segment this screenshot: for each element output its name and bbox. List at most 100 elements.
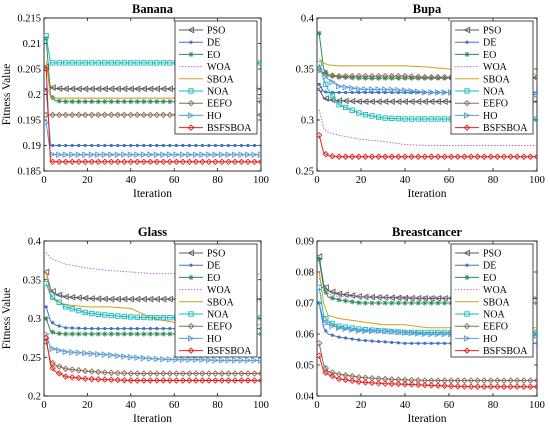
series-eo-point	[56, 330, 62, 337]
series-pso-point	[414, 98, 422, 105]
series-bsfsboa-point	[121, 377, 128, 384]
series-pso-point	[348, 97, 356, 105]
series-bsfsboa-point	[414, 153, 422, 160]
series-ho-point	[218, 151, 226, 159]
series-bsfsboa-point	[101, 158, 108, 166]
series-bsfsboa-point	[454, 153, 462, 160]
series-ho-point	[533, 91, 537, 98]
series-bsfsboa-point	[434, 382, 442, 389]
y-tick-label: 0.25	[296, 167, 314, 178]
series-pso-point	[75, 85, 82, 93]
series-noa-point	[89, 60, 95, 66]
series-ho-point	[415, 330, 422, 337]
series-bsfsboa-point	[81, 375, 89, 382]
series-bsfsboa-point	[127, 377, 135, 384]
series-noa-point	[115, 60, 121, 66]
y-tick-label: 0.4	[301, 14, 315, 25]
series-bsfsboa-point	[428, 153, 435, 160]
series-eefo-point	[441, 73, 448, 81]
x-axis-label: Iteration	[133, 188, 172, 200]
legend-pso-marker	[187, 249, 195, 257]
series-bsfsboa-point	[401, 153, 409, 160]
series-eo-point	[56, 98, 62, 104]
series-noa-point	[408, 116, 415, 122]
series-bsfsboa-point	[368, 379, 376, 387]
series-de-point	[370, 339, 374, 343]
series-ho-point	[44, 119, 50, 126]
series-de-point	[70, 326, 74, 330]
series-ho-point	[231, 151, 239, 159]
series-pso-point	[335, 290, 343, 298]
series-pso-point	[120, 85, 128, 93]
series-eefo-point	[487, 377, 495, 384]
series-eefo-point	[81, 367, 89, 375]
series-ho-point	[382, 327, 389, 335]
series-de-point	[161, 326, 165, 331]
series-de-point	[148, 143, 152, 148]
y-tick-label: 0.25	[23, 353, 41, 364]
series-eefo-point	[166, 370, 174, 377]
y-axis-label: Fitness Value	[1, 288, 13, 349]
series-pso-point	[88, 85, 95, 93]
series-noa-point	[44, 33, 49, 39]
series-ho-point	[342, 325, 350, 333]
series-de-point	[103, 143, 107, 148]
legend-eo-label: EO	[207, 273, 220, 284]
series-noa-point	[108, 60, 114, 66]
series-noa-point	[44, 280, 49, 287]
series-bsfsboa-point	[329, 372, 336, 380]
series-bsfsboa-point	[205, 158, 213, 166]
series-bsfsboa-point	[134, 158, 141, 166]
y-tick-label: 0.35	[296, 65, 314, 76]
x-tick-label: 20	[356, 400, 367, 411]
series-ho-point	[95, 350, 102, 358]
series-eo-point	[534, 300, 537, 306]
series-ho-point	[257, 357, 261, 364]
series-eefo-point	[533, 73, 537, 81]
chart-panel-1: Banana 0 20 40 60 80 100 0.185 0.19 0.195 0.2 0.205…	[1, 2, 269, 200]
series-bsfsboa-point	[49, 364, 56, 372]
series-de-point	[142, 143, 146, 148]
series-pso-point	[114, 85, 121, 93]
series-eefo-point	[140, 370, 148, 377]
series-eo-point	[95, 99, 101, 105]
legend-bsfsboa-label: BSFSBOA	[483, 346, 528, 357]
series-eo-point	[63, 331, 69, 337]
series-bsfsboa-point	[487, 153, 495, 160]
series-pso-point	[381, 294, 389, 301]
series-eo-point	[141, 99, 147, 105]
series-pso-point	[421, 98, 428, 105]
series-bsfsboa-point	[474, 383, 481, 390]
series-de-point	[239, 143, 244, 148]
series-pso-point	[88, 295, 95, 302]
series-noa-point	[329, 92, 336, 99]
series-bsfsboa-point	[140, 158, 148, 166]
series-eo-point	[402, 300, 408, 306]
series-noa-point	[167, 315, 173, 321]
legend-bsfsboa-label: BSFSBOA	[483, 123, 528, 134]
series-eefo-point	[212, 370, 219, 377]
series-de-point	[259, 326, 261, 331]
series-eefo-point	[114, 369, 122, 377]
series-eefo-point	[408, 376, 415, 384]
series-de-point	[390, 340, 394, 344]
legend-de-marker	[465, 263, 469, 267]
series-ho-point	[428, 89, 436, 96]
series-bsfsboa-point	[348, 377, 356, 385]
series-de-point	[135, 326, 139, 331]
series-noa-point	[134, 314, 140, 320]
series-ho-point	[225, 151, 233, 159]
series-pso-point	[335, 97, 343, 104]
legend-noa-marker	[464, 88, 470, 94]
series-eefo-point	[414, 377, 422, 384]
series-eefo-point	[395, 72, 402, 80]
series-pso-point	[101, 85, 108, 93]
series-de-point	[122, 143, 126, 148]
legend-pso-label: PSO	[483, 26, 501, 37]
series-ho-point	[192, 151, 200, 159]
series-noa-point	[167, 60, 173, 66]
legend-noa-label: NOA	[207, 310, 229, 321]
series-de-point	[403, 341, 407, 345]
series-de-point	[77, 143, 81, 148]
series-ho-point	[329, 322, 337, 330]
